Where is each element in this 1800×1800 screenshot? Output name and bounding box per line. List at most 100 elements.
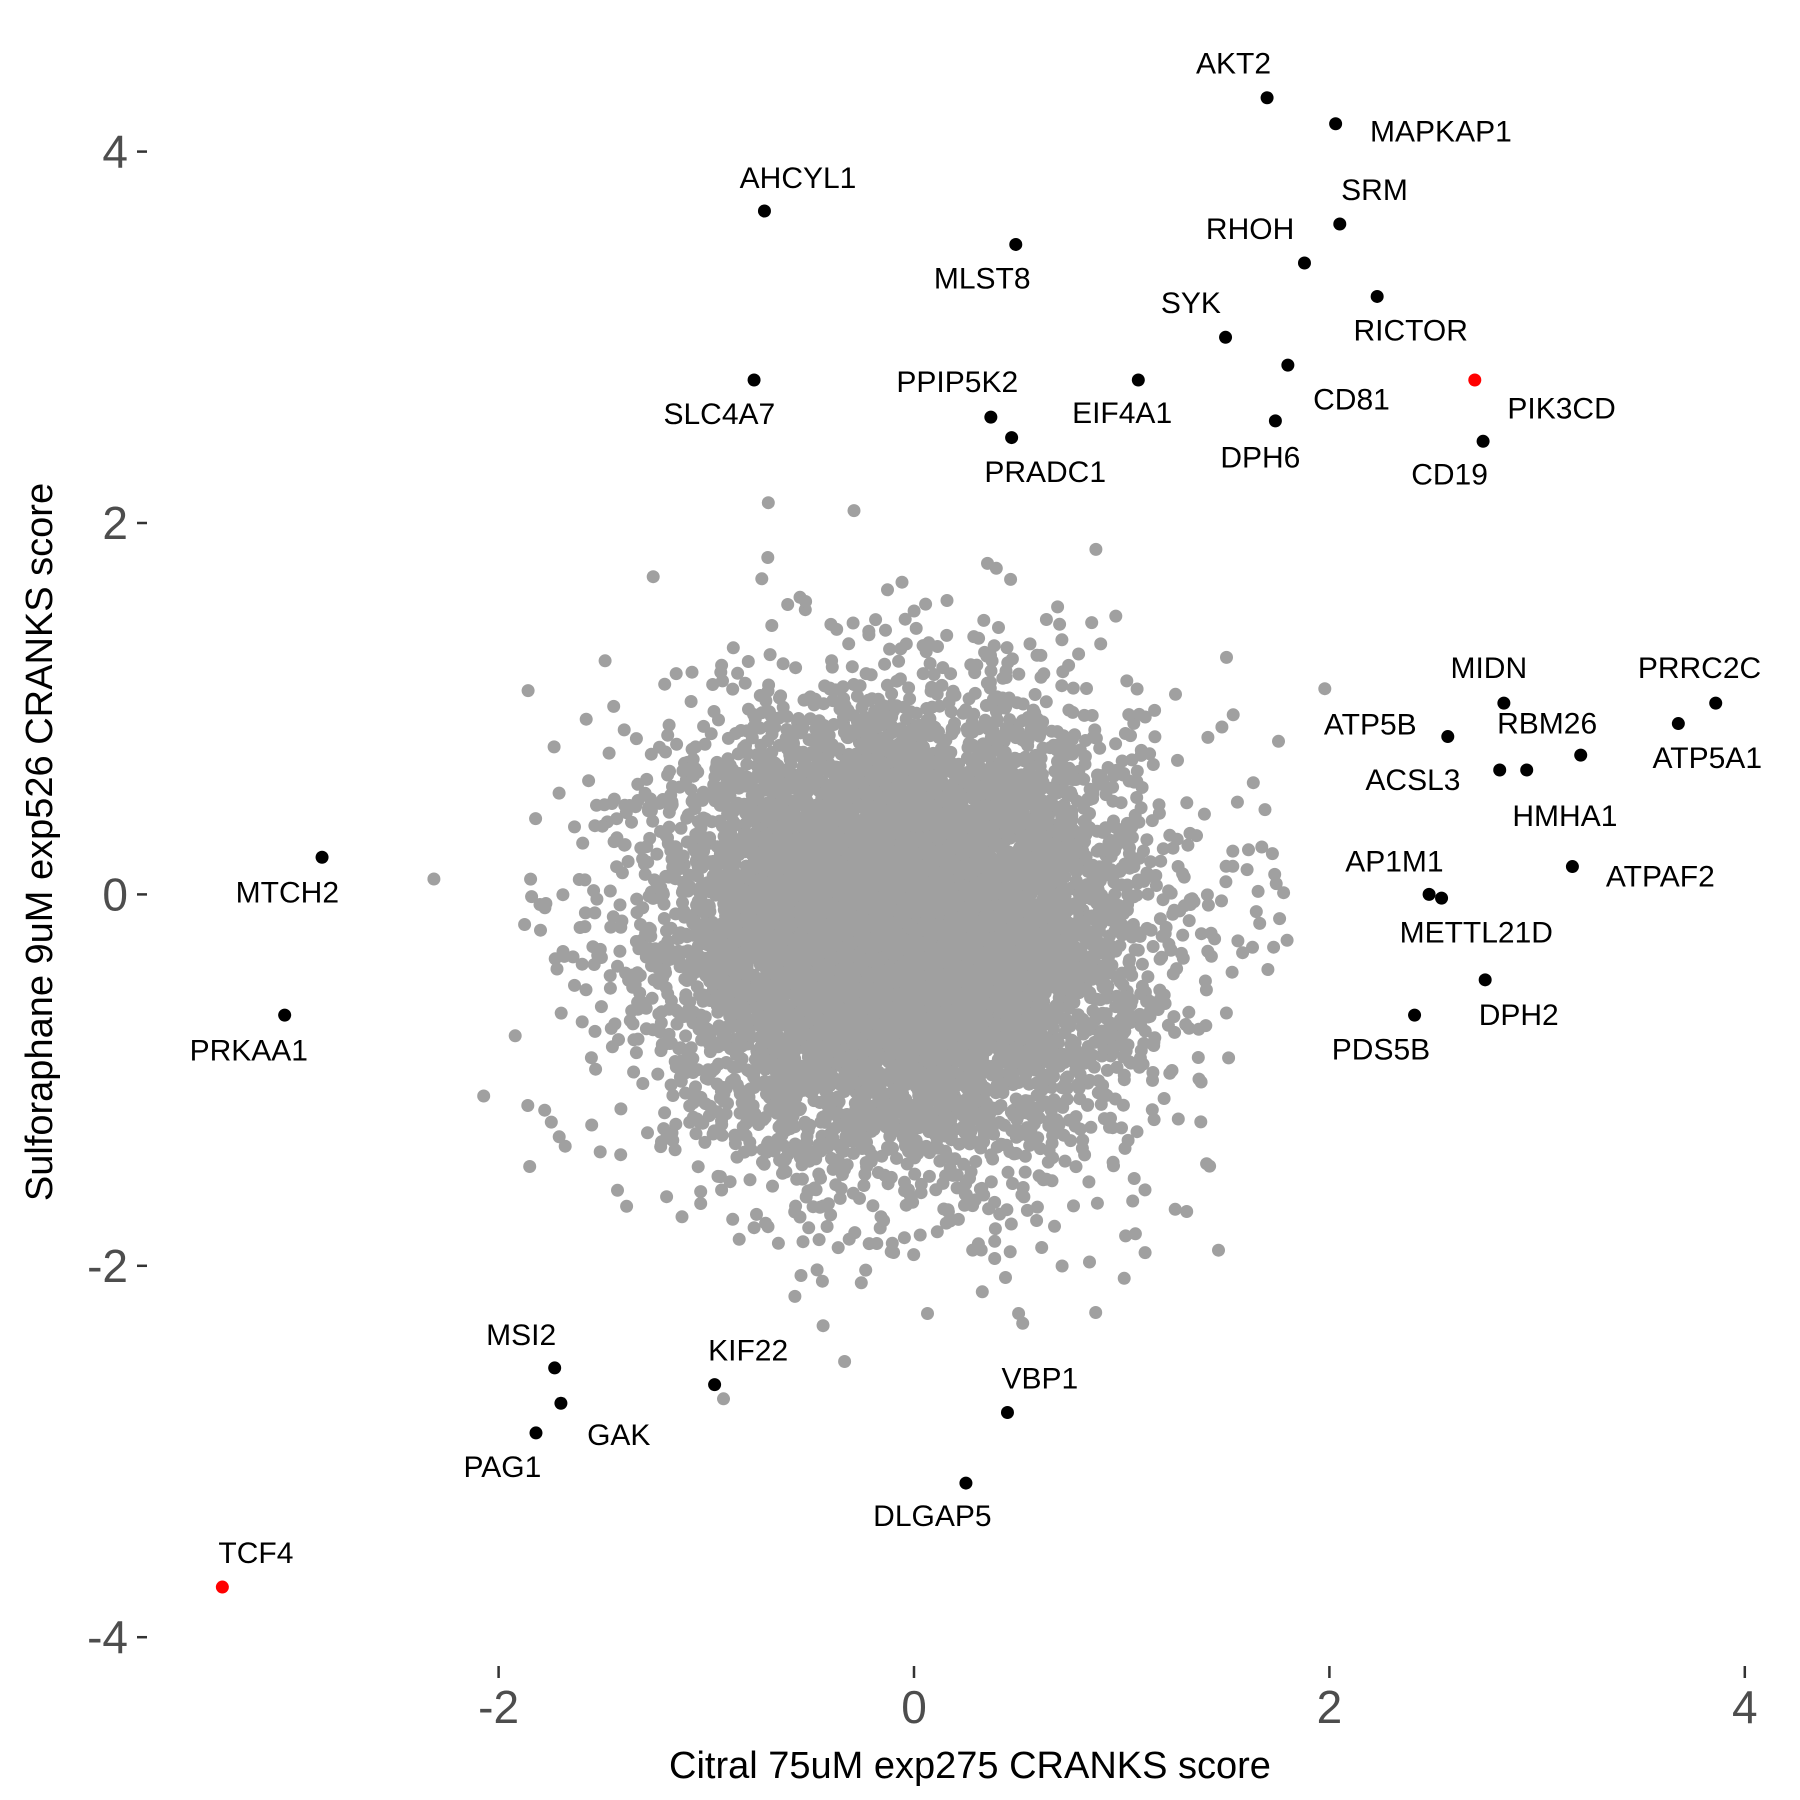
background-point: [922, 1169, 936, 1183]
background-point: [584, 1051, 598, 1065]
background-point: [1168, 1202, 1182, 1216]
background-point: [660, 1190, 674, 1204]
background-point: [625, 815, 638, 829]
background-point: [759, 1216, 773, 1230]
background-point: [1125, 753, 1139, 767]
background-point: [763, 648, 777, 662]
background-point: [614, 1148, 628, 1162]
background-point: [1164, 943, 1178, 957]
background-point: [1055, 1259, 1069, 1273]
background-point: [977, 613, 991, 627]
background-point: [1016, 1316, 1030, 1330]
background-point: [766, 1179, 779, 1193]
background-point: [636, 1077, 650, 1090]
background-point: [1277, 886, 1291, 900]
background-point: [576, 836, 590, 850]
background-point: [1199, 1019, 1213, 1033]
background-point: [1219, 1006, 1233, 1020]
background-point: [1157, 988, 1171, 1002]
background-point: [776, 657, 790, 671]
background-point: [1046, 1129, 1060, 1143]
background-point: [1191, 1051, 1205, 1064]
background-point: [916, 667, 930, 681]
background-point: [975, 1181, 989, 1195]
background-point: [674, 821, 688, 835]
background-point: [654, 1140, 668, 1154]
background-point: [686, 752, 700, 766]
background-point: [988, 1222, 1002, 1236]
background-point: [614, 1102, 628, 1116]
background-point: [684, 695, 698, 708]
background-point: [662, 718, 676, 732]
background-point: [1028, 688, 1042, 701]
background-point: [923, 657, 937, 670]
background-point: [879, 623, 892, 637]
background-point: [907, 604, 921, 618]
background-point: [726, 682, 740, 696]
background-point: [697, 719, 711, 733]
background-point: [534, 923, 547, 937]
background-point: [1246, 776, 1260, 790]
background-point: [539, 897, 553, 910]
background-point: [676, 896, 689, 910]
background-point: [1089, 1306, 1103, 1319]
background-point: [897, 1231, 911, 1245]
background-point: [711, 1169, 725, 1183]
background-point: [869, 613, 883, 627]
background-point: [1166, 967, 1180, 981]
background-point: [907, 1248, 921, 1262]
background-point: [627, 1033, 641, 1047]
background-point: [1130, 791, 1144, 804]
background-point: [1134, 743, 1148, 757]
background-point: [1194, 1075, 1208, 1089]
background-point: [881, 583, 894, 597]
background-point: [838, 1355, 852, 1368]
background-point: [554, 1006, 568, 1020]
background-point: [1177, 870, 1191, 884]
background-point: [689, 1127, 703, 1141]
background-points: [427, 496, 1332, 1406]
background-point: [1141, 970, 1155, 984]
background-point: [552, 786, 566, 800]
background-point: [1182, 1005, 1196, 1019]
background-point: [611, 1183, 624, 1197]
background-point: [765, 619, 779, 632]
background-point: [1053, 617, 1067, 631]
background-point: [830, 622, 844, 636]
background-point: [763, 1102, 777, 1116]
background-point: [1004, 1217, 1018, 1231]
background-point: [1200, 888, 1214, 902]
background-point: [1006, 1177, 1019, 1190]
background-point: [1146, 758, 1160, 771]
background-point: [747, 1221, 761, 1235]
background-point: [603, 884, 617, 898]
background-point: [743, 1173, 757, 1187]
background-point: [508, 1029, 522, 1043]
background-point: [820, 1220, 834, 1233]
background-point: [1154, 854, 1168, 868]
background-point: [970, 658, 984, 672]
background-point: [878, 1168, 892, 1182]
background-point: [1030, 1214, 1044, 1227]
background-point: [1144, 855, 1158, 869]
background-point: [698, 1135, 712, 1149]
background-point: [1138, 1246, 1152, 1260]
background-point: [1249, 905, 1263, 919]
background-point: [606, 910, 620, 924]
background-point: [913, 1228, 927, 1242]
background-point: [1163, 828, 1177, 842]
background-point: [850, 689, 864, 703]
background-point: [1144, 923, 1158, 937]
background-point: [1005, 652, 1019, 666]
background-point: [644, 747, 658, 761]
background-point: [585, 1118, 599, 1132]
background-point: [1131, 943, 1145, 957]
background-point: [594, 1000, 608, 1014]
background-point: [1055, 679, 1069, 693]
background-point: [575, 957, 589, 971]
background-point: [525, 890, 539, 904]
background-point: [975, 1285, 989, 1299]
background-point: [1115, 1121, 1128, 1135]
background-point: [694, 1197, 708, 1210]
